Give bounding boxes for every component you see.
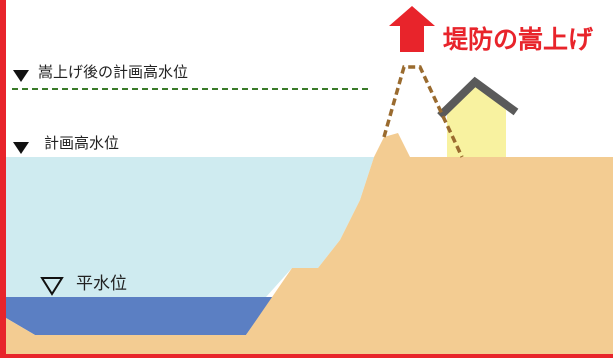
diagram-title: 堤防の嵩上げ xyxy=(443,25,594,54)
filled-triangle-marker-icon xyxy=(13,142,29,154)
up-arrow-icon xyxy=(389,6,435,52)
filled-triangle-marker-icon xyxy=(13,70,29,82)
normal-water-level-label: 平水位 xyxy=(76,274,127,294)
planned-water-level-label: 計画高水位 xyxy=(44,134,120,152)
hollow-triangle-marker-icon xyxy=(40,277,64,296)
embankment-ground xyxy=(6,133,613,358)
house-roof xyxy=(437,76,519,119)
normal-water-body xyxy=(6,297,273,335)
raised-planned-water-level-label: 嵩上げ後の計画高水位 xyxy=(38,63,189,81)
raised-levee-outline xyxy=(382,65,464,158)
house-wall xyxy=(447,84,506,157)
planned-flood-water xyxy=(6,157,374,297)
bottom-frame-border xyxy=(0,354,613,358)
left-frame-border xyxy=(0,0,6,358)
